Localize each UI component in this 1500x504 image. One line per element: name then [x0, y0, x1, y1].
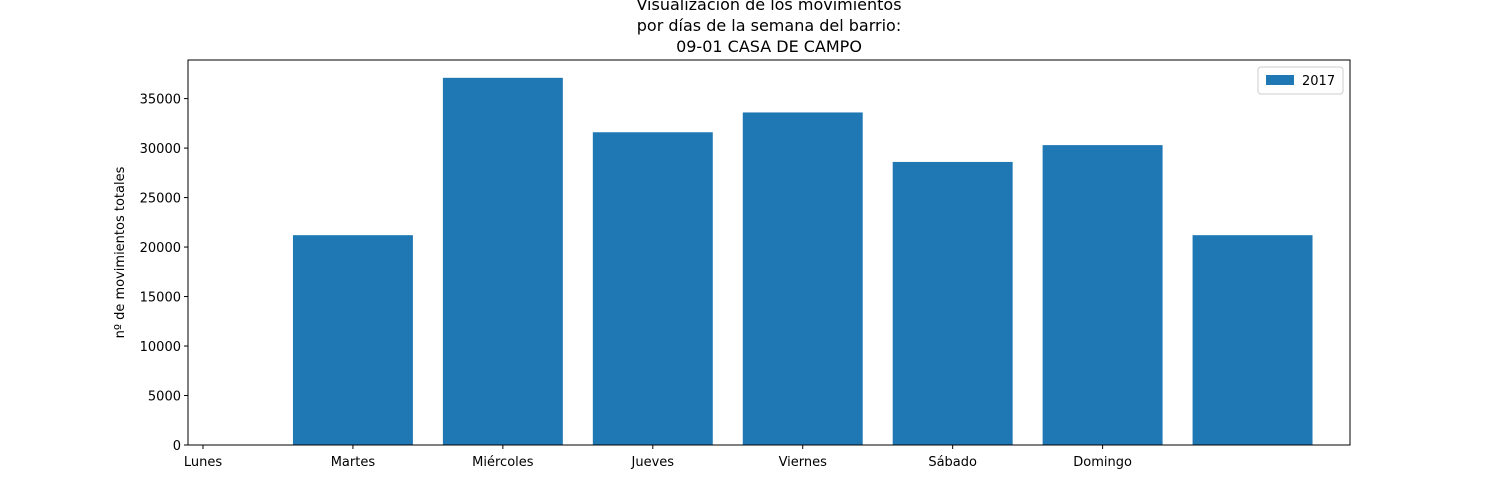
x-tick-label: Miércoles: [472, 455, 534, 470]
x-tick-label: Domingo: [1073, 455, 1132, 470]
legend-label: 2017: [1302, 74, 1335, 89]
y-tick-label: 10000: [140, 340, 181, 355]
bar: [592, 132, 713, 445]
legend: 2017: [1257, 66, 1344, 95]
y-tick-label: 15000: [140, 291, 181, 306]
chart-title: Visualización de los movimientos por días…: [636, 0, 901, 56]
y-axis-ticks: 0 5000 10000 15000 20000 25000 30000 35000: [140, 93, 188, 454]
bar: [892, 161, 1013, 446]
bar: [292, 235, 413, 445]
x-tick-label: Jueves: [631, 455, 675, 470]
title-line: 09-01 CASA DE CAMPO: [676, 37, 862, 56]
bar: [442, 77, 563, 445]
y-tick-label: 0: [173, 439, 181, 454]
x-tick-label: Lunes: [184, 455, 222, 470]
y-tick-label: 20000: [140, 241, 181, 256]
y-axis-label: nº de movimientos totales: [113, 166, 128, 338]
bar: [742, 112, 863, 445]
title-line: Visualización de los movimientos: [636, 0, 901, 14]
bar: [1192, 235, 1313, 445]
bars: [292, 77, 1313, 446]
x-tick-label: Martes: [331, 455, 376, 470]
legend-swatch: [1266, 75, 1294, 85]
legend-box: [1257, 66, 1344, 95]
y-tick-label: 25000: [140, 192, 181, 207]
x-tick-label: Viernes: [779, 455, 828, 470]
y-tick-label: 35000: [140, 93, 181, 108]
y-tick-label: 30000: [140, 142, 181, 157]
plot-frame: [187, 59, 1351, 446]
bar: [1042, 145, 1163, 446]
y-tick-label: 5000: [148, 390, 181, 405]
x-axis-ticks: Lunes Martes Miércoles Jueves Viernes Sábado D…: [184, 445, 1132, 470]
x-tick-label: Sábado: [928, 455, 977, 470]
title-line: por días de la semana del barrio:: [637, 16, 901, 35]
